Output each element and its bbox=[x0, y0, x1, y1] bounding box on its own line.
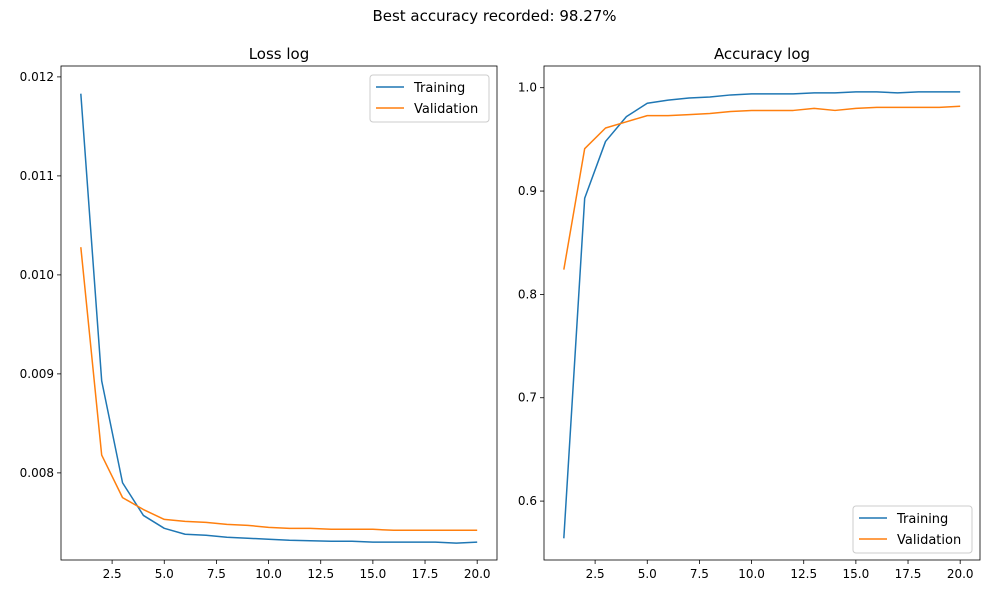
figure-suptitle: Best accuracy recorded: 98.27% bbox=[372, 7, 617, 25]
legend: Training Validation bbox=[369, 74, 490, 123]
series-line-training bbox=[563, 91, 961, 539]
legend-label-training: Training bbox=[896, 512, 948, 527]
series-line-validation bbox=[563, 105, 961, 270]
legend-label-training: Training bbox=[413, 81, 465, 96]
x-tick-label: 12.5 bbox=[790, 567, 817, 581]
x-tick-label: 20.0 bbox=[464, 567, 491, 581]
y-tick-label: 0.012 bbox=[20, 70, 54, 84]
x-tick-label: 12.5 bbox=[307, 567, 334, 581]
x-tick-label: 10.0 bbox=[738, 567, 765, 581]
chart-title: Loss log bbox=[249, 45, 310, 63]
axes-frame bbox=[60, 65, 498, 561]
legend-label-validation: Validation bbox=[414, 102, 478, 117]
accuracy-chart: Accuracy log 2.5 5.0 7.5 10.0 12.5 15.0 17.5 20.… bbox=[518, 45, 981, 581]
x-tick-label: 17.5 bbox=[412, 567, 439, 581]
y-tick-label: 0.7 bbox=[518, 391, 537, 405]
y-tick-label: 0.010 bbox=[20, 268, 54, 282]
x-tick-label: 5.0 bbox=[638, 567, 657, 581]
x-tick-label: 2.5 bbox=[586, 567, 605, 581]
loss-chart: Loss log 2.5 5.0 7.5 10.0 12.5 15.0 17.5 20.0 0.0… bbox=[20, 45, 498, 581]
y-tick-label: 0.011 bbox=[20, 169, 54, 183]
y-tick-label: 0.008 bbox=[20, 466, 54, 480]
y-tick-label: 0.8 bbox=[518, 287, 537, 301]
y-tick-label: 0.6 bbox=[518, 494, 537, 508]
legend: Training Validation bbox=[852, 505, 973, 554]
x-tick-label: 20.0 bbox=[947, 567, 974, 581]
x-tick-label: 7.5 bbox=[207, 567, 226, 581]
y-tick-label: 0.009 bbox=[20, 367, 54, 381]
x-tick-label: 5.0 bbox=[155, 567, 174, 581]
x-tick-label: 2.5 bbox=[103, 567, 122, 581]
chart-title: Accuracy log bbox=[714, 45, 810, 63]
legend-label-validation: Validation bbox=[897, 533, 961, 548]
y-tick-label: 0.9 bbox=[518, 184, 537, 198]
y-tick-label: 1.0 bbox=[518, 81, 537, 95]
x-tick-label: 15.0 bbox=[843, 567, 870, 581]
series-line-validation bbox=[80, 247, 478, 532]
axes-frame bbox=[543, 65, 981, 561]
series-line-training bbox=[80, 93, 478, 544]
x-tick-label: 10.0 bbox=[255, 567, 282, 581]
x-tick-label: 7.5 bbox=[690, 567, 709, 581]
x-tick-label: 17.5 bbox=[895, 567, 922, 581]
x-tick-label: 15.0 bbox=[360, 567, 387, 581]
